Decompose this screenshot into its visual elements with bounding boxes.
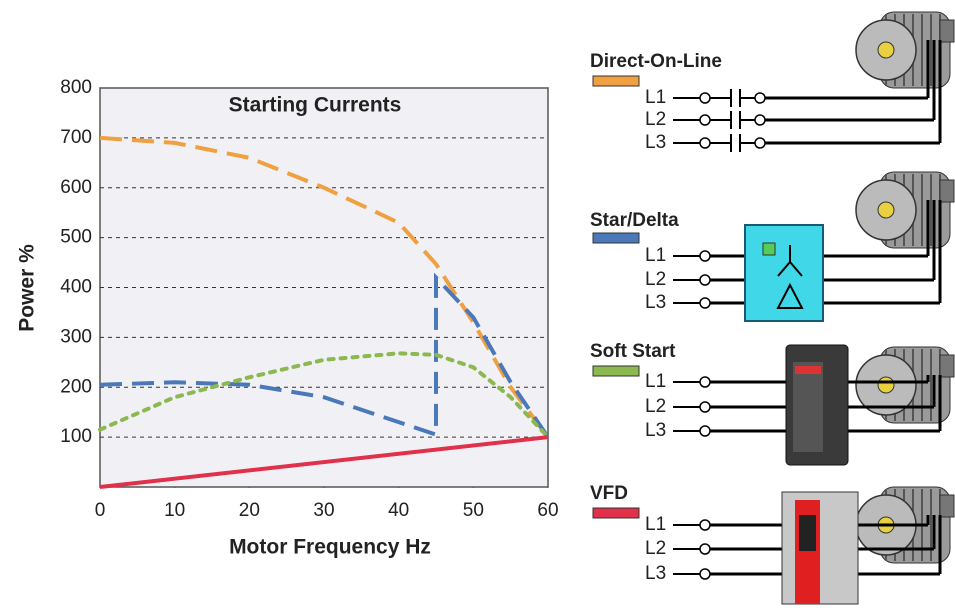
terminal: [754, 92, 766, 104]
softstarter-logo: [795, 366, 821, 374]
terminal-box: [939, 494, 955, 518]
terminal-box: [939, 19, 955, 43]
y-tick-label: 700: [60, 127, 92, 148]
y-tick-label: 500: [60, 227, 92, 248]
terminal-box: [939, 354, 955, 378]
terminal: [699, 543, 711, 555]
phase-label: L1: [645, 245, 666, 266]
motor-shaft: [877, 201, 895, 219]
terminal-box: [939, 179, 955, 203]
softstarter-panel: [793, 362, 823, 452]
y-tick-label: 100: [60, 426, 92, 447]
y-tick-label: 600: [60, 177, 92, 198]
phase-label: L3: [645, 292, 666, 313]
terminal: [699, 114, 711, 126]
terminal: [754, 114, 766, 126]
starter-box: [744, 224, 824, 322]
phase-label: L2: [645, 109, 666, 130]
series-line: [99, 435, 549, 489]
legend-label: VFD: [590, 483, 628, 504]
series-line: [98, 351, 550, 440]
phase-label: L3: [645, 132, 666, 153]
legend-label: Star/Delta: [590, 210, 679, 231]
motor-shaft: [877, 376, 895, 394]
legend-swatch: [592, 507, 640, 519]
series-line: [99, 135, 550, 439]
x-tick-label: 30: [313, 500, 334, 521]
chart-title: Starting Currents: [229, 94, 402, 117]
x-tick-label: 10: [164, 500, 185, 521]
x-axis-label: Motor Frequency Hz: [229, 536, 431, 559]
phase-label: L2: [645, 538, 666, 559]
x-tick-label: 0: [95, 500, 106, 521]
legend-label: Direct-On-Line: [590, 51, 722, 72]
delta-symbol: [776, 282, 804, 309]
terminal: [699, 137, 711, 149]
terminal: [699, 425, 711, 437]
terminal: [699, 401, 711, 413]
phase-label: L1: [645, 371, 666, 392]
phase-label: L1: [645, 514, 666, 535]
legend-swatch: [592, 232, 640, 244]
phase-label: L3: [645, 563, 666, 584]
terminal: [699, 568, 711, 580]
x-tick-label: 40: [388, 500, 409, 521]
phase-label: L2: [645, 396, 666, 417]
star-symbol: [777, 245, 803, 277]
legend-swatch: [592, 75, 640, 87]
y-tick-label: 300: [60, 326, 92, 347]
terminal: [699, 274, 711, 286]
phase-label: L3: [645, 420, 666, 441]
series-line: [99, 272, 550, 439]
vfd-keypad: [799, 515, 816, 551]
legend-swatch: [592, 365, 640, 377]
terminal: [699, 92, 711, 104]
terminal: [699, 376, 711, 388]
terminal: [699, 519, 711, 531]
phase-label: L2: [645, 269, 666, 290]
phase-label: L1: [645, 87, 666, 108]
y-tick-label: 400: [60, 277, 92, 298]
legend-label: Soft Start: [590, 341, 676, 362]
y-tick-label: 800: [60, 77, 92, 98]
x-tick-label: 20: [239, 500, 260, 521]
y-axis-label: Power %: [16, 244, 39, 332]
terminal: [754, 137, 766, 149]
x-tick-label: 50: [463, 500, 484, 521]
x-tick-label: 60: [537, 500, 558, 521]
terminal: [699, 250, 711, 262]
indicator: [762, 242, 776, 256]
terminal: [699, 297, 711, 309]
motor-shaft: [877, 41, 895, 59]
y-tick-label: 200: [60, 376, 92, 397]
